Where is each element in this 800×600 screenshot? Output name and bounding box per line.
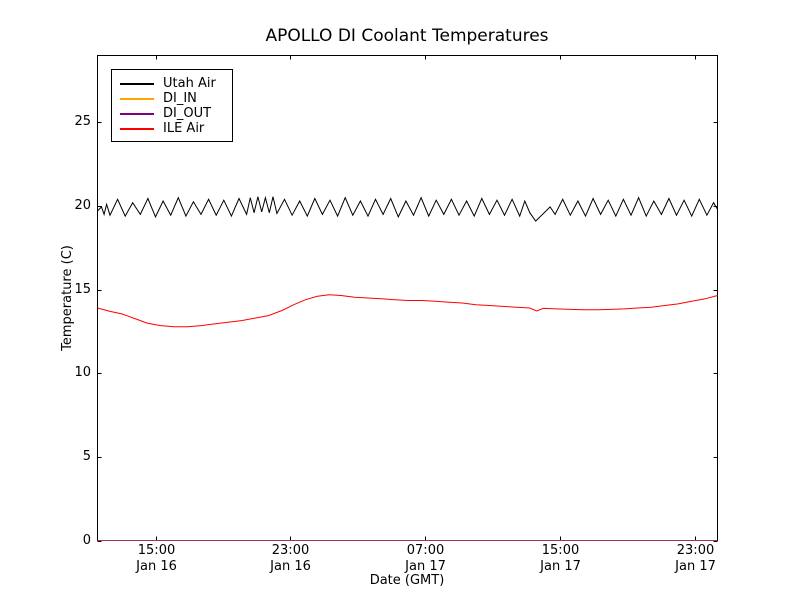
y-tick-label: 5	[82, 449, 91, 464]
legend-line-sample-di-out	[120, 112, 154, 115]
y-tick-label: 25	[74, 114, 91, 129]
x-tick-label: 07:00 Jan 17	[405, 543, 446, 574]
legend-line-sample-di-in	[120, 97, 154, 100]
x-tick-label: 15:00 Jan 17	[540, 543, 581, 574]
axis-ticks	[97, 55, 718, 542]
y-tick-label: 20	[74, 198, 91, 213]
legend-line-sample-ile-air	[120, 127, 154, 130]
legend: Utah Air DI_IN DI_OUT ILE Air	[111, 69, 233, 142]
legend-item: Utah Air	[120, 76, 226, 91]
y-tick-label: 10	[74, 365, 91, 380]
legend-label: DI_IN	[163, 91, 197, 106]
x-tick-label: 15:00 Jan 16	[136, 543, 177, 574]
legend-label: ILE Air	[163, 121, 205, 136]
series-line-utah-air	[97, 195, 718, 222]
x-tick-label: 23:00 Jan 16	[270, 543, 311, 574]
series-line-ile-air	[97, 294, 718, 328]
x-tick-label: 23:00 Jan 17	[675, 543, 716, 574]
chart-title: APOLLO DI Coolant Temperatures	[265, 26, 549, 46]
legend-line-sample-utah-air	[120, 82, 154, 85]
legend-label: DI_OUT	[163, 106, 212, 121]
legend-item: DI_OUT	[120, 106, 226, 121]
data-series	[97, 195, 718, 541]
legend-item: ILE Air	[120, 121, 226, 136]
y-tick-label: 0	[82, 533, 91, 548]
x-axis-title: Date (GMT)	[369, 573, 445, 588]
y-tick-label: 15	[74, 282, 91, 297]
legend-item: DI_IN	[120, 91, 226, 106]
legend-label: Utah Air	[163, 76, 216, 91]
